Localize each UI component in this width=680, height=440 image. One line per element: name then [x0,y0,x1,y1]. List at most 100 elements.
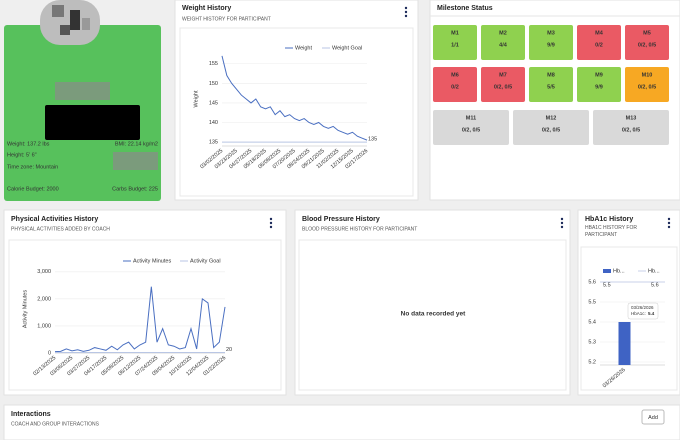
y-tick-label: 135 [209,140,218,146]
milestone-name: M4 [595,30,604,36]
milestone-value: 0/2, 0/5 [638,84,656,90]
milestone-value: 0/2 [451,84,459,90]
chart-frame [179,27,414,197]
milestone-value: 0/2, 0/5 [542,127,560,133]
milestone-tile [625,67,669,102]
milestone-value: 9/9 [595,84,603,90]
card-title: Interactions [11,411,51,418]
data-label: 5.6 [651,282,659,288]
milestone-grid: M1 1/1 M2 4/4 M3 9/9 M4 0/2 M5 0/2, 0/5 M6 0/2 M7 0/2… [433,25,669,145]
add-button[interactable] [641,409,665,425]
y-tick-label: 150 [209,81,218,87]
weight-card [174,0,419,201]
menu-icons[interactable] [269,6,671,229]
milestone-tile [529,25,573,60]
redacted-field [113,152,158,170]
milestone-name: M1 [451,30,459,36]
milestone-value: 0/2 [595,42,603,48]
card-subtitle: BLOOD PRESSURE HISTORY FOR PARTICIPANT [302,226,417,232]
activity-card [3,209,287,396]
card-title: HbA1c History [585,216,633,223]
add-button-label[interactable]: Add [648,415,658,421]
milestone-value: 0/2, 0/5 [494,84,512,90]
milestone-tile [577,25,621,60]
legend-label: Hb... [648,268,660,274]
legend-label: Hb... [613,268,625,274]
milestone-name: M3 [547,30,555,36]
redacted-info [45,105,140,140]
milestone-name: M7 [499,72,507,78]
card-title: Weight History [182,5,231,12]
milestone-name: M5 [643,30,651,36]
y-tick-label: 155 [209,61,218,67]
milestone-tile [481,67,525,102]
milestone-name: M10 [642,72,653,78]
y-tick-label: 3,000 [37,269,51,275]
milestone-value: 9/9 [547,42,555,48]
y-tick-label: 2,000 [37,296,51,302]
y-tick-label: 5.2 [588,359,596,365]
carbs-budget: Carbs Budget: 225 [112,186,158,192]
milestone-value: 0/2, 0/5 [638,42,656,48]
tooltip-date: 03/26/2026 [631,305,654,310]
milestone-name: M11 [466,115,476,121]
profile-weight: Weight: 137.2 lbs [7,141,50,147]
milestone-name: M2 [499,30,507,36]
tooltip [627,302,659,320]
data-label: 135 [368,137,377,143]
milestone-tile [433,110,509,145]
legend-swatch [603,269,611,273]
profile-bmi: BMI: 22.14 kg/m2 [115,141,158,147]
milestone-tile [625,25,669,60]
milestone-tile [513,110,589,145]
card-title: Milestone Status [437,5,493,12]
y-tick-label: 1,000 [37,323,51,329]
chart: 135140145150155Weight03/02/202503/23/202… [193,45,377,170]
calorie-budget: Calorie Budget: 2000 [7,186,59,192]
milestone-tile [481,25,525,60]
card-title: Physical Activities History [11,216,98,223]
milestone-name: M8 [547,72,555,78]
milestone-name: M13 [626,115,637,121]
legend-label: Weight Goal [332,45,362,51]
milestone-value: 0/2, 0/5 [462,127,480,133]
data-label: 20 [226,347,232,353]
chart-frame [580,246,678,391]
milestone-value: 5/5 [547,84,555,90]
y-axis-title: Activity Minutes [22,290,28,328]
card-subtitle: WEIGHT HISTORY FOR PARTICIPANT [182,16,271,22]
tooltip-value: 5.4 [648,311,655,316]
card-subtitle: COACH AND GROUP INTERACTIONS [11,421,100,427]
card-title: Blood Pressure History [302,216,380,223]
milestone-tile [529,67,573,102]
legend-label: Weight [295,45,312,51]
y-tick-label: 145 [209,100,218,106]
y-tick-label: 5.6 [588,279,596,285]
series-line [54,286,226,353]
subtitle-box: HBA1C HISTORY FOR PARTICIPANT [585,225,637,238]
milestone-tile [433,25,477,60]
milestone-name: M9 [595,72,603,78]
annotation: 5.5 [603,282,611,288]
chart-frame [8,239,282,391]
y-axis-title: Weight [193,90,199,107]
card-subtitle: PHYSICAL ACTIVITIES ADDED BY COACH [11,226,110,232]
series-line [221,55,368,141]
milestone-value: 1/1 [451,42,459,48]
legend-label: Activity Minutes [133,258,171,264]
bp-card [294,209,571,396]
milestone-tile [433,67,477,102]
milestone-tile [593,110,669,145]
profile-timezone: Time zone: Mountain [7,164,58,170]
y-tick-label: 5.4 [588,319,596,325]
y-tick-label: 5.5 [588,299,596,305]
avatar [40,0,100,45]
profile-height: Height: 5' 6" [7,152,37,158]
y-tick-label: 5.3 [588,339,596,345]
milestone-value: 0/2, 0/5 [622,127,640,133]
redacted-name [55,82,110,100]
tooltip-label: HbA1c: [631,311,646,316]
milestone-value: 4/4 [499,42,508,48]
